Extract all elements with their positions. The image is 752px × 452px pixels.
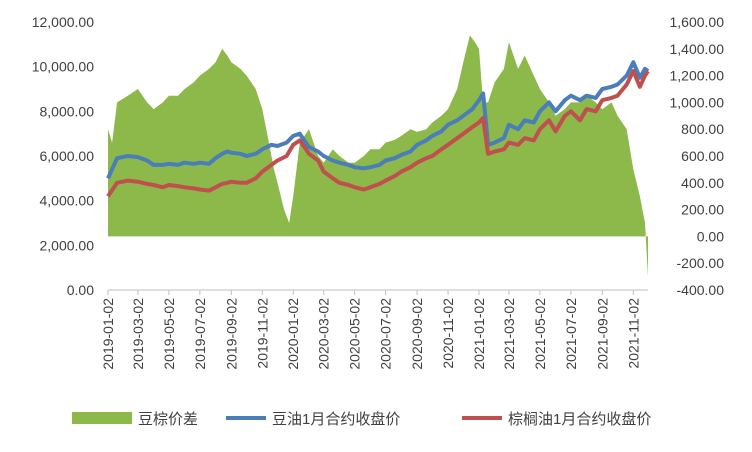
y-right-tick-label: 600.00 xyxy=(681,148,724,164)
legend-swatch-area xyxy=(72,412,132,424)
x-tick-label: 2020-05-02 xyxy=(347,298,363,370)
line-layer xyxy=(106,60,650,198)
y-right-tick-label: 200.00 xyxy=(681,202,724,218)
y-right-tick-label: 1,600.00 xyxy=(670,14,725,30)
x-tick-label: 2021-07-02 xyxy=(563,298,579,370)
y-right-tick-label: 0.00 xyxy=(697,228,724,244)
x-tick-label: 2019-01-02 xyxy=(100,298,116,370)
x-tick-label: 2019-11-02 xyxy=(254,298,270,369)
legend-label: 棕榈油1月合约收盘价 xyxy=(508,410,651,428)
series-line-1 xyxy=(106,60,650,180)
x-tick-label: 2021-05-02 xyxy=(532,298,548,370)
x-tick-label: 2019-05-02 xyxy=(161,298,177,370)
series-area-price-spread xyxy=(108,35,648,277)
y-right-tick-label: 800.00 xyxy=(681,121,724,137)
y-left-tick-label: 0.00 xyxy=(67,282,94,298)
y-left-tick-label: 6,000.00 xyxy=(40,148,95,164)
x-tick-label: 2020-07-02 xyxy=(378,298,394,370)
legend-label: 豆油1月合约收盘价 xyxy=(272,410,400,428)
y-left-tick-label: 4,000.00 xyxy=(40,193,95,209)
x-tick-label: 2020-09-02 xyxy=(409,298,425,370)
x-tick-label: 2021-01-02 xyxy=(471,298,487,370)
x-tick-label: 2020-01-02 xyxy=(285,298,301,370)
x-tick-label: 2019-03-02 xyxy=(130,298,146,370)
y-right-tick-label: -400.00 xyxy=(677,282,725,298)
legend-label: 豆棕价差 xyxy=(138,411,198,428)
legend: 豆棕价差 豆油1月合约收盘价 棕榈油1月合约收盘价 xyxy=(72,410,651,428)
y-right-tick-label: 1,000.00 xyxy=(670,94,725,110)
x-tick-label: 2021-09-02 xyxy=(594,298,610,370)
y-left-tick-label: 10,000.00 xyxy=(32,59,94,75)
x-tick-label: 2019-07-02 xyxy=(192,298,208,370)
x-tick-label: 2021-03-02 xyxy=(501,298,517,370)
y-right-tick-label: 1,200.00 xyxy=(670,68,725,84)
x-tick-label: 2021-11-02 xyxy=(625,298,641,369)
y-left-tick-label: 2,000.00 xyxy=(40,237,95,253)
y-left-tick-label: 12,000.00 xyxy=(32,14,94,30)
series-line-2 xyxy=(106,69,650,198)
y-right-tick-label: 400.00 xyxy=(681,175,724,191)
y-left-tick-label: 8,000.00 xyxy=(40,103,95,119)
axis-layer: 2019-01-02 2019-03-02 2019-05-02 2019-07-02… xyxy=(32,14,725,370)
y-right-tick-label: 1,400.00 xyxy=(670,41,725,57)
x-tick-label: 2020-03-02 xyxy=(316,298,332,370)
x-tick-label: 2020-11-02 xyxy=(440,298,456,369)
x-tick-label: 2019-09-02 xyxy=(223,298,239,370)
area-layer xyxy=(108,35,648,277)
y-right-tick-label: -200.00 xyxy=(677,255,725,271)
